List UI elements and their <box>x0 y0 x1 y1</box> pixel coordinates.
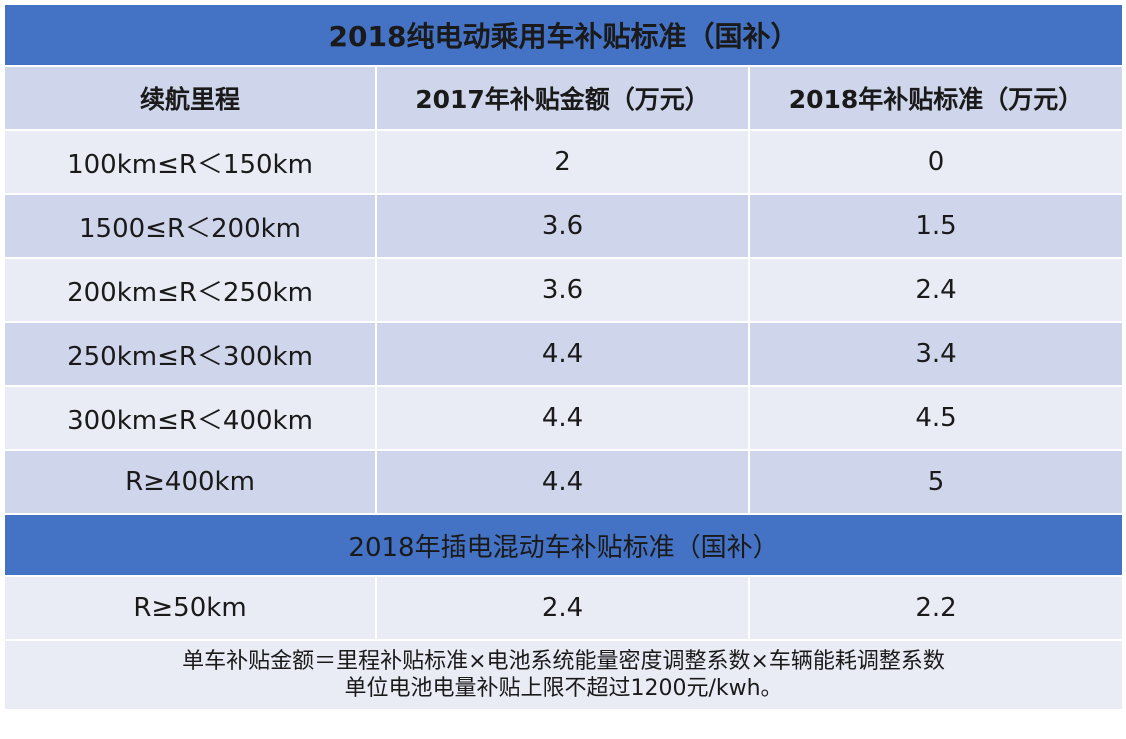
table-row: 100km≤R＜150km 2 0 <box>3 129 1124 195</box>
table-row: R≥400km 4.4 5 <box>3 449 1124 515</box>
range-cell: R≥50km <box>3 575 377 641</box>
header-2017: 2017年补贴金额（万元） <box>375 65 750 131</box>
range-cell: 300km≤R＜400km <box>3 385 377 451</box>
table-row: R≥50km 2.4 2.2 <box>3 575 1124 641</box>
range-cell: 200km≤R＜250km <box>3 257 377 323</box>
note-formula: 单车补贴金额＝里程补贴标准×电池系统能量密度调整系数×车辆能耗调整系数 <box>182 649 945 674</box>
header-2018: 2018年补贴标准（万元） <box>748 65 1124 131</box>
header-row: 续航里程 2017年补贴金额（万元） 2018年补贴标准（万元） <box>3 65 1124 131</box>
phev-title-row: 2018年插电混动车补贴标准（国补） <box>3 513 1124 577</box>
value-2017-cell: 4.4 <box>375 449 750 515</box>
header-range: 续航里程 <box>3 65 377 131</box>
table-title: 2018纯电动乘用车补贴标准（国补） <box>3 3 1124 67</box>
value-2018-cell: 4.5 <box>748 385 1124 451</box>
table-row: 300km≤R＜400km 4.4 4.5 <box>3 385 1124 451</box>
value-2018-cell: 1.5 <box>748 193 1124 259</box>
range-cell: R≥400km <box>3 449 377 515</box>
value-2018-cell: 2.2 <box>748 575 1124 641</box>
value-2017-cell: 2.4 <box>375 575 750 641</box>
table-row: 1500≤R＜200km 3.6 1.5 <box>3 193 1124 259</box>
value-2018-cell: 5 <box>748 449 1124 515</box>
subsidy-table: 2018纯电动乘用车补贴标准（国补） 续航里程 2017年补贴金额（万元） 20… <box>3 3 1124 711</box>
value-2017-cell: 4.4 <box>375 385 750 451</box>
value-2018-cell: 2.4 <box>748 257 1124 323</box>
value-2017-cell: 4.4 <box>375 321 750 387</box>
notes-row: 单车补贴金额＝里程补贴标准×电池系统能量密度调整系数×车辆能耗调整系数 单位电池… <box>3 639 1124 711</box>
value-2017-cell: 2 <box>375 129 750 195</box>
range-cell: 1500≤R＜200km <box>3 193 377 259</box>
phev-section-title: 2018年插电混动车补贴标准（国补） <box>3 513 1124 577</box>
value-2017-cell: 3.6 <box>375 193 750 259</box>
range-cell: 250km≤R＜300km <box>3 321 377 387</box>
table-title-row: 2018纯电动乘用车补贴标准（国补） <box>3 3 1124 67</box>
range-cell: 100km≤R＜150km <box>3 129 377 195</box>
table-row: 250km≤R＜300km 4.4 3.4 <box>3 321 1124 387</box>
table-row: 200km≤R＜250km 3.6 2.4 <box>3 257 1124 323</box>
value-2018-cell: 0 <box>748 129 1124 195</box>
value-2018-cell: 3.4 <box>748 321 1124 387</box>
note-cap: 单位电池电量补贴上限不超过1200元/kwh。 <box>344 676 783 701</box>
value-2017-cell: 3.6 <box>375 257 750 323</box>
notes-cell: 单车补贴金额＝里程补贴标准×电池系统能量密度调整系数×车辆能耗调整系数 单位电池… <box>3 639 1124 711</box>
